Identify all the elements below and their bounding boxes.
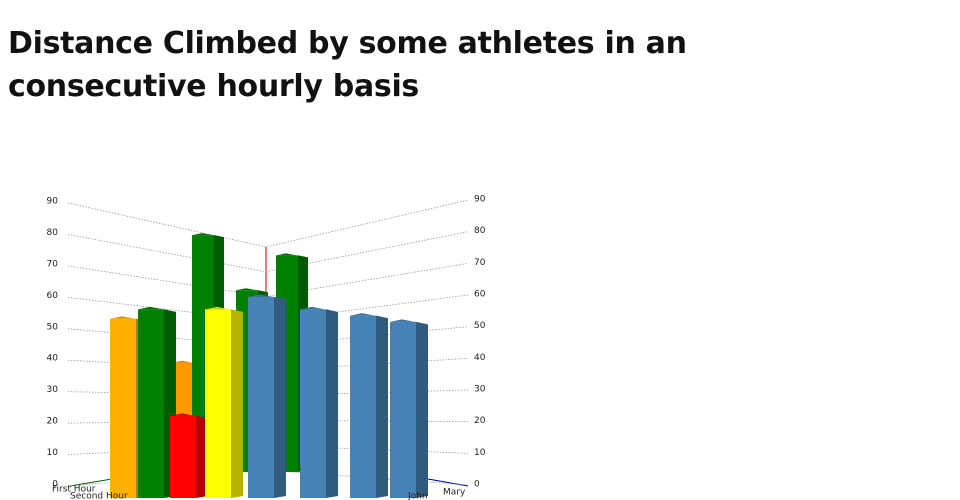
- y-tick-label: 80: [47, 228, 59, 238]
- depth-tick-label: First Hour: [52, 485, 96, 495]
- bar-front: [205, 309, 231, 498]
- y-tick-label: 60: [47, 291, 59, 301]
- y2-tick-label: 50: [474, 321, 486, 331]
- y2-tick-label: 20: [474, 416, 486, 426]
- bar-side: [231, 309, 243, 498]
- y-tick-label: 50: [47, 322, 59, 332]
- y-tick-label: 40: [47, 354, 59, 364]
- chart-title: Distance Climbed by some athletes in an …: [8, 26, 687, 104]
- bar: [350, 313, 388, 498]
- bar-front: [248, 296, 274, 498]
- bar-front: [170, 415, 196, 498]
- y2-tick-label: 80: [474, 226, 486, 236]
- y2-tick-label: 0: [474, 480, 480, 490]
- y2-tick-label: 10: [474, 448, 486, 458]
- grid-line: [67, 262, 469, 297]
- bar-front: [390, 321, 416, 498]
- bar-side: [376, 315, 388, 498]
- bar-front: [350, 315, 376, 498]
- y2-tick-label: 60: [474, 290, 486, 300]
- axis-line: [427, 478, 469, 487]
- x-tick-label: John: [407, 492, 428, 500]
- bar: [248, 294, 286, 498]
- bar: [205, 306, 243, 498]
- grid-line: [67, 231, 469, 273]
- y-tick-label: 70: [47, 259, 59, 269]
- y2-tick-label: 90: [474, 195, 486, 205]
- bar-front: [138, 309, 164, 498]
- bar: [390, 319, 428, 498]
- depth-tick-label: Second Hour: [70, 492, 128, 500]
- bar-side: [274, 296, 286, 498]
- grid-line: [67, 199, 469, 248]
- bar-front: [300, 309, 326, 498]
- bar-front: [110, 318, 136, 498]
- bar-side: [416, 321, 428, 498]
- y-tick-label: 30: [47, 385, 59, 395]
- y2-tick-label: 30: [474, 385, 486, 395]
- bar: [170, 413, 208, 498]
- y2-tick-label: 40: [474, 353, 486, 363]
- axis-line: [69, 478, 113, 487]
- bar-side: [326, 309, 338, 498]
- y2-tick-label: 70: [474, 258, 486, 268]
- y-tick-label: 90: [47, 197, 59, 207]
- y-tick-label: 0: [52, 480, 58, 490]
- x-tick-label: Mary: [443, 488, 466, 498]
- y-tick-label: 20: [47, 417, 59, 427]
- y-tick-label: 10: [47, 448, 59, 458]
- bar: [300, 306, 338, 498]
